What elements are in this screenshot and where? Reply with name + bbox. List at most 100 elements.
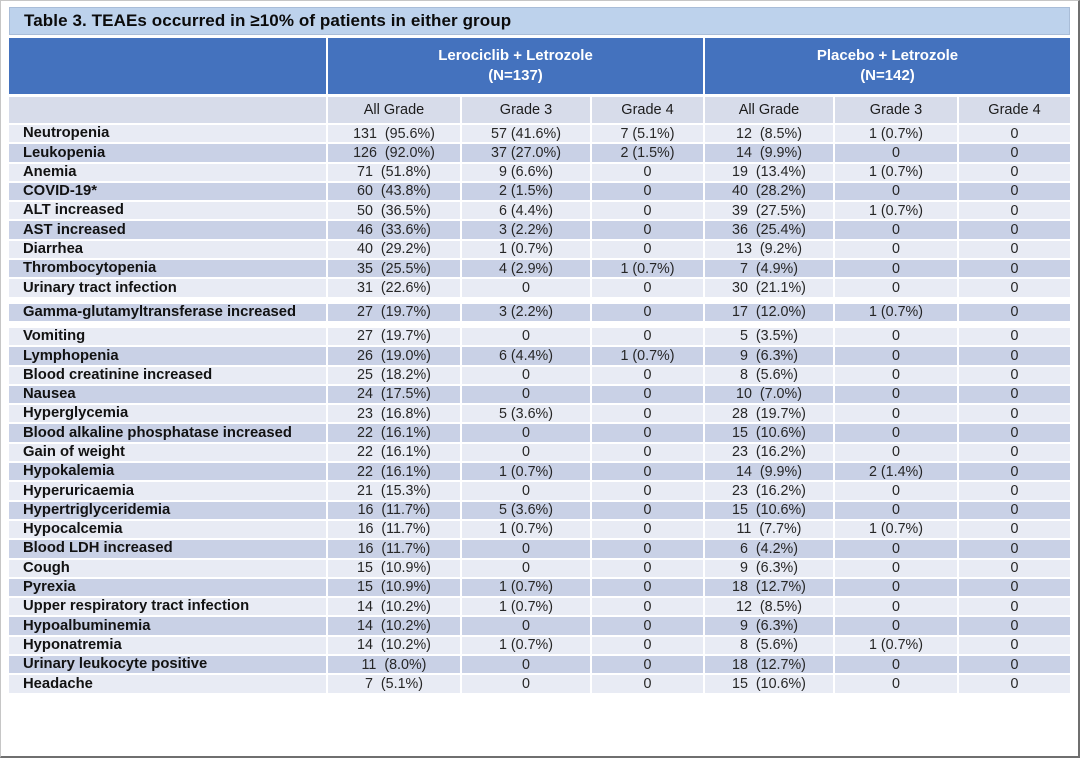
column-header-grade4-placebo: Grade 4 [959, 97, 1070, 123]
group-header-placebo: Placebo + Letrozole (N=142) [705, 38, 1070, 94]
row-value: 0 [462, 540, 592, 558]
row-value: 0 [592, 279, 705, 297]
row-value: 18 (12.7%) [705, 656, 835, 674]
row-value: 0 [592, 559, 705, 577]
row-value: 0 [959, 385, 1070, 404]
row-value: 0 [592, 598, 705, 616]
row-value: 0 [592, 501, 705, 519]
row-value: 25 (18.2%) [328, 366, 462, 384]
row-value: 0 [835, 182, 959, 201]
row-value: 37 (27.0%) [462, 144, 592, 162]
table-row: Hypokalemia 22 (16.1%) 1 (0.7%) 0 14 (9.… [9, 463, 1070, 483]
row-value: 0 [959, 182, 1070, 201]
row-value: 0 [959, 163, 1070, 181]
row-value: 8 (5.6%) [705, 366, 835, 384]
row-value: 23 (16.2%) [705, 482, 835, 500]
row-value: 10 (7.0%) [705, 385, 835, 404]
row-value: 1 (0.7%) [462, 636, 592, 655]
row-value: 0 [835, 327, 959, 346]
row-value: 15 (10.6%) [705, 424, 835, 442]
row-value: 0 [835, 260, 959, 278]
row-value: 1 (0.7%) [592, 260, 705, 278]
row-label: Urinary leukocyte positive [9, 656, 328, 674]
row-value: 11 (8.0%) [328, 656, 462, 674]
row-value: 1 (0.7%) [835, 202, 959, 220]
table-row: ALT increased 50 (36.5%) 6 (4.4%) 0 39 (… [9, 202, 1070, 222]
row-value: 0 [959, 598, 1070, 616]
table-row: AST increased 46 (33.6%) 3 (2.2%) 0 36 (… [9, 221, 1070, 241]
row-value: 4 (2.9%) [462, 260, 592, 278]
group-header-band: Lerociclib + Letrozole (N=137) Placebo +… [9, 38, 1070, 94]
row-value: 26 (19.0%) [328, 347, 462, 365]
group-n: (N=137) [488, 67, 543, 84]
row-value: 0 [592, 578, 705, 597]
row-value: 17 (12.0%) [705, 303, 835, 321]
row-value: 9 (6.3%) [705, 347, 835, 365]
table-body: Neutropenia 131 (95.6%) 57 (41.6%) 7 (5.… [9, 125, 1070, 695]
table-row: Urinary tract infection 31 (22.6%) 0 0 3… [9, 279, 1070, 299]
row-value: 0 [835, 221, 959, 239]
row-label: Blood creatinine increased [9, 366, 328, 384]
row-value: 0 [592, 463, 705, 481]
row-value: 0 [835, 501, 959, 519]
row-value: 0 [592, 163, 705, 181]
row-value: 0 [592, 675, 705, 693]
table-row: Hyperuricaemia 21 (15.3%) 0 0 23 (16.2%)… [9, 482, 1070, 502]
row-label: Leukopenia [9, 144, 328, 162]
row-value: 3 (2.2%) [462, 303, 592, 321]
row-value: 0 [835, 656, 959, 674]
row-value: 15 (10.6%) [705, 675, 835, 693]
row-value: 15 (10.9%) [328, 559, 462, 577]
row-label: Lymphopenia [9, 347, 328, 365]
row-value: 0 [959, 347, 1070, 365]
row-value: 0 [462, 559, 592, 577]
row-label: Blood alkaline phosphatase increased [9, 424, 328, 442]
row-label: Hypokalemia [9, 463, 328, 481]
row-label: Gamma-glutamyltransferase increased [9, 303, 328, 321]
row-value: 1 (0.7%) [462, 520, 592, 539]
row-value: 2 (1.5%) [592, 144, 705, 162]
row-value: 19 (13.4%) [705, 163, 835, 181]
row-value: 0 [959, 424, 1070, 442]
table-title-bar: Table 3. TEAEs occurred in ≥10% of patie… [9, 7, 1070, 35]
table-row: Hypoalbuminemia 14 (10.2%) 0 0 9 (6.3%) … [9, 617, 1070, 637]
row-value: 14 (9.9%) [705, 463, 835, 481]
row-label: Hyperuricaemia [9, 482, 328, 500]
row-value: 0 [835, 240, 959, 259]
row-value: 0 [592, 656, 705, 674]
row-value: 0 [959, 463, 1070, 481]
table-row: Headache 7 (5.1%) 0 0 15 (10.6%) 0 0 [9, 675, 1070, 695]
row-value: 22 (16.1%) [328, 424, 462, 442]
row-value: 126 (92.0%) [328, 144, 462, 162]
row-value: 27 (19.7%) [328, 303, 462, 321]
row-value: 0 [835, 405, 959, 423]
row-label: Urinary tract infection [9, 279, 328, 297]
row-value: 0 [592, 540, 705, 558]
row-value: 0 [959, 636, 1070, 655]
table-row: Cough 15 (10.9%) 0 0 9 (6.3%) 0 0 [9, 559, 1070, 579]
row-value: 1 (0.7%) [592, 347, 705, 365]
row-label: Hyperglycemia [9, 405, 328, 423]
row-value: 0 [959, 578, 1070, 597]
column-header-allgrade-lero: All Grade [328, 97, 462, 123]
table-row: Blood creatinine increased 25 (18.2%) 0 … [9, 366, 1070, 386]
row-label: Blood LDH increased [9, 540, 328, 558]
group-n: (N=142) [860, 67, 915, 84]
row-value: 0 [462, 656, 592, 674]
row-value: 0 [835, 578, 959, 597]
row-label: Hypoalbuminemia [9, 617, 328, 635]
row-value: 0 [835, 347, 959, 365]
row-value: 0 [592, 405, 705, 423]
row-value: 0 [592, 443, 705, 462]
row-value: 36 (25.4%) [705, 221, 835, 239]
row-label: Cough [9, 559, 328, 577]
row-value: 0 [959, 443, 1070, 462]
table-row: Blood alkaline phosphatase increased 22 … [9, 424, 1070, 444]
column-header-allgrade-placebo: All Grade [705, 97, 835, 123]
row-value: 50 (36.5%) [328, 202, 462, 220]
row-value: 30 (21.1%) [705, 279, 835, 297]
row-value: 39 (27.5%) [705, 202, 835, 220]
table-row: Gain of weight 22 (16.1%) 0 0 23 (16.2%)… [9, 443, 1070, 464]
table-row: Blood LDH increased 16 (11.7%) 0 0 6 (4.… [9, 540, 1070, 560]
row-value: 0 [462, 385, 592, 404]
